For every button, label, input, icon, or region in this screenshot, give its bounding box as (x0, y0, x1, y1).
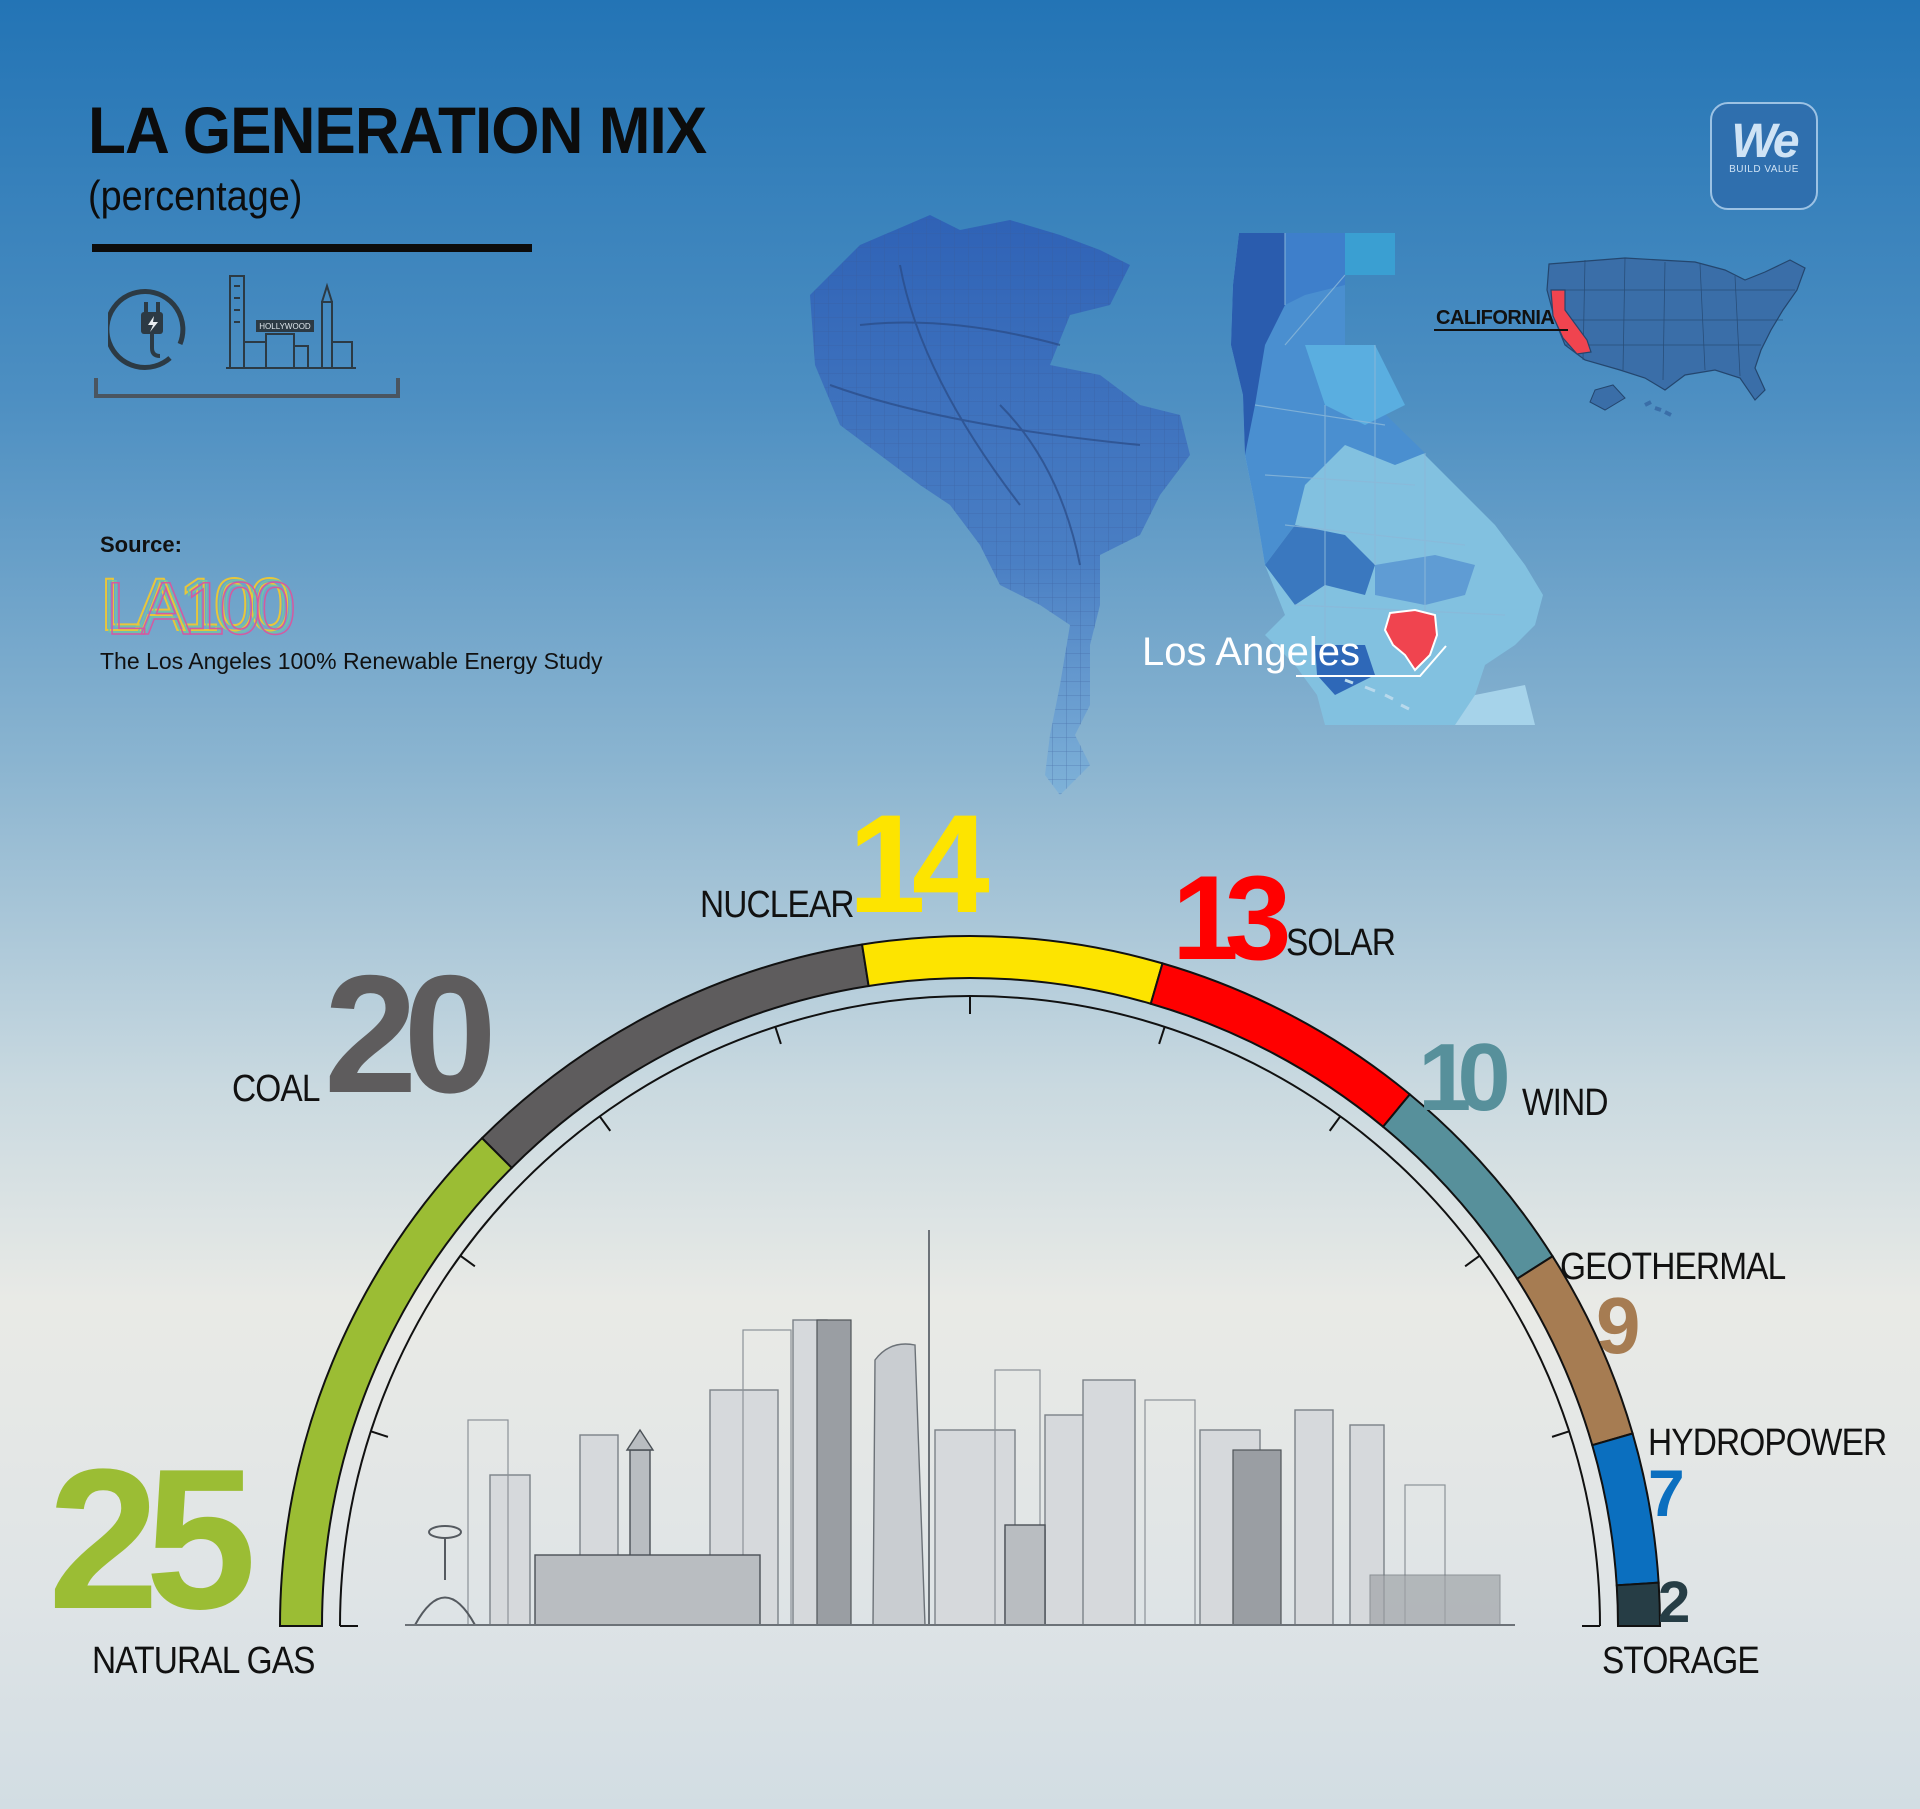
coal-label: COAL (232, 1068, 320, 1110)
solar-value: 13 (1172, 851, 1292, 985)
we-build-value-logo: We BUILD VALUE (1710, 102, 1818, 210)
la-skyline-icon: HOLLYWOOD (226, 275, 356, 369)
source-study-name: The Los Angeles 100% Renewable Energy St… (100, 648, 603, 674)
svg-text:LA100: LA100 (103, 565, 291, 642)
wind-value: 10 (1418, 1024, 1511, 1131)
geothermal-value: 9 (1596, 1281, 1640, 1370)
storage-value: 2 (1658, 1570, 1690, 1635)
usa-map (1546, 257, 1806, 417)
page-subtitle: (percentage) (88, 172, 303, 219)
gauge-slice-coal (480, 943, 870, 1170)
storage-label: STORAGE (1602, 1640, 1760, 1682)
coal-value: 20 (324, 940, 497, 1128)
nuclear-label: NUCLEAR (700, 884, 855, 926)
brand-tagline: BUILD VALUE (1729, 164, 1799, 175)
los-angeles-label: Los Angeles (1142, 630, 1360, 674)
natural-gas-value: 25 (48, 1428, 257, 1651)
gauge-slice-natural-gas (278, 1136, 514, 1627)
gauge-tick (1551, 1430, 1570, 1438)
gauge-tick (598, 1115, 612, 1132)
la-city-map (810, 215, 1190, 795)
california-map (1231, 233, 1543, 725)
geothermal-label: GEOTHERMAL (1560, 1246, 1786, 1288)
gauge-tick (1464, 1254, 1481, 1268)
page-title: LA GENERATION MIX (88, 93, 707, 167)
california-highlight (1550, 289, 1592, 355)
hollywood-sign-text: HOLLYWOOD (259, 322, 311, 331)
gauge-tick (1328, 1115, 1342, 1132)
title-divider (92, 244, 532, 252)
wind-label: WIND (1522, 1082, 1609, 1124)
source-label: Source: (100, 532, 182, 557)
gauge-tick (1158, 1026, 1166, 1045)
gauge-tick (459, 1254, 476, 1268)
gauge-slice-solar (1149, 962, 1412, 1129)
gauge-slice-storage (1615, 1581, 1662, 1627)
nuclear-value: 14 (848, 785, 990, 942)
gauge-tick (774, 1026, 782, 1045)
california-label: CALIFORNIA (1436, 307, 1555, 329)
svg-text:LA100: LA100 (106, 567, 294, 642)
svg-text:LA100: LA100 (100, 563, 288, 642)
la100-logo: LA100 LA100 LA100 (99, 562, 301, 642)
los-angeles-leader-line (1296, 645, 1447, 677)
solar-label: SOLAR (1286, 922, 1396, 964)
los-angeles-skyline-illustration (405, 1230, 1515, 1626)
gauge-slice-nuclear (860, 935, 1164, 1005)
icon-bracket (94, 378, 400, 398)
gauge-tick (370, 1430, 389, 1438)
hydropower-label: HYDROPOWER (1648, 1422, 1887, 1464)
power-plug-icon (108, 288, 186, 370)
hydropower-value: 7 (1648, 1456, 1685, 1530)
los-angeles-county-highlight (1383, 608, 1439, 672)
natural-gas-label: NATURAL GAS (92, 1640, 315, 1682)
california-leader-line (1434, 329, 1568, 331)
brand-main: We (1731, 115, 1799, 168)
